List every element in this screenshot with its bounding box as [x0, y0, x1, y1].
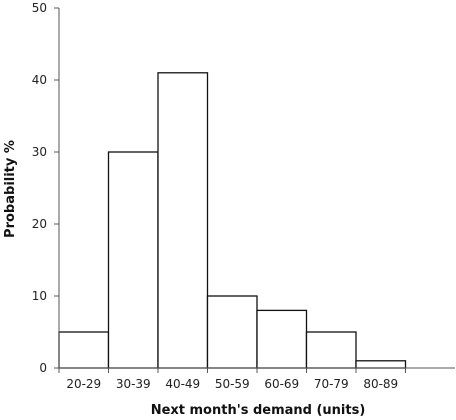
- y-tick-label: 20: [32, 217, 47, 231]
- x-tick-label: 80-89: [363, 377, 398, 391]
- x-tick-label: 50-59: [215, 377, 250, 391]
- y-tick-label: 30: [32, 145, 47, 159]
- y-tick-label: 0: [39, 361, 47, 375]
- bar-50-59: [206, 295, 258, 369]
- bar-40-49: [157, 72, 209, 369]
- bar-20-29: [58, 331, 110, 369]
- bars-group: [58, 72, 407, 369]
- x-tick-label: 70-79: [314, 377, 349, 391]
- bar-70-79: [305, 331, 357, 369]
- y-tick-label: 50: [32, 1, 47, 15]
- x-tick-label: 40-49: [165, 377, 200, 391]
- bar-60-69: [256, 309, 308, 369]
- x-tick-label: 60-69: [264, 377, 299, 391]
- bar-30-39: [107, 151, 159, 369]
- y-tick-label: 40: [32, 73, 47, 87]
- axes-group: 0 10 20 30 40 50 20-29 30-39 40-49 50-59 60-69 70-7…: [32, 1, 455, 391]
- y-tick-label: 10: [32, 289, 47, 303]
- x-tick-label: 30-39: [116, 377, 151, 391]
- y-axis-title: Probability %: [3, 140, 18, 238]
- x-axis-title: Next month's demand (units): [151, 403, 366, 418]
- x-tick-label: 20-29: [66, 377, 101, 391]
- bar-80-89: [355, 360, 407, 369]
